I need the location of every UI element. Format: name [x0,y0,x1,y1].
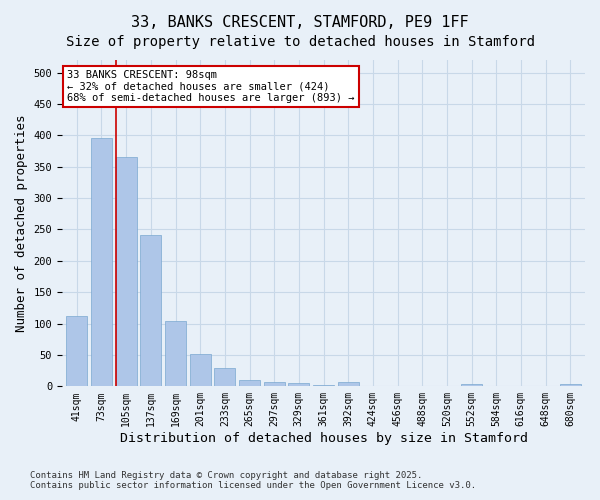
Text: Size of property relative to detached houses in Stamford: Size of property relative to detached ho… [65,35,535,49]
Text: 33, BANKS CRESCENT, STAMFORD, PE9 1FF: 33, BANKS CRESCENT, STAMFORD, PE9 1FF [131,15,469,30]
Bar [116,158,137,386]
Bar [461,384,482,386]
Bar [338,382,359,386]
Bar [263,382,284,386]
Bar [313,385,334,386]
Y-axis label: Number of detached properties: Number of detached properties [15,114,28,332]
Bar [91,138,112,386]
Bar [190,354,211,386]
Text: 33 BANKS CRESCENT: 98sqm
← 32% of detached houses are smaller (424)
68% of semi-: 33 BANKS CRESCENT: 98sqm ← 32% of detach… [67,70,355,103]
Bar [67,316,88,386]
Bar [140,235,161,386]
X-axis label: Distribution of detached houses by size in Stamford: Distribution of detached houses by size … [119,432,527,445]
Bar [165,321,186,386]
Text: Contains HM Land Registry data © Crown copyright and database right 2025.
Contai: Contains HM Land Registry data © Crown c… [30,470,476,490]
Bar [560,384,581,386]
Bar [239,380,260,386]
Bar [289,383,310,386]
Bar [214,368,235,386]
